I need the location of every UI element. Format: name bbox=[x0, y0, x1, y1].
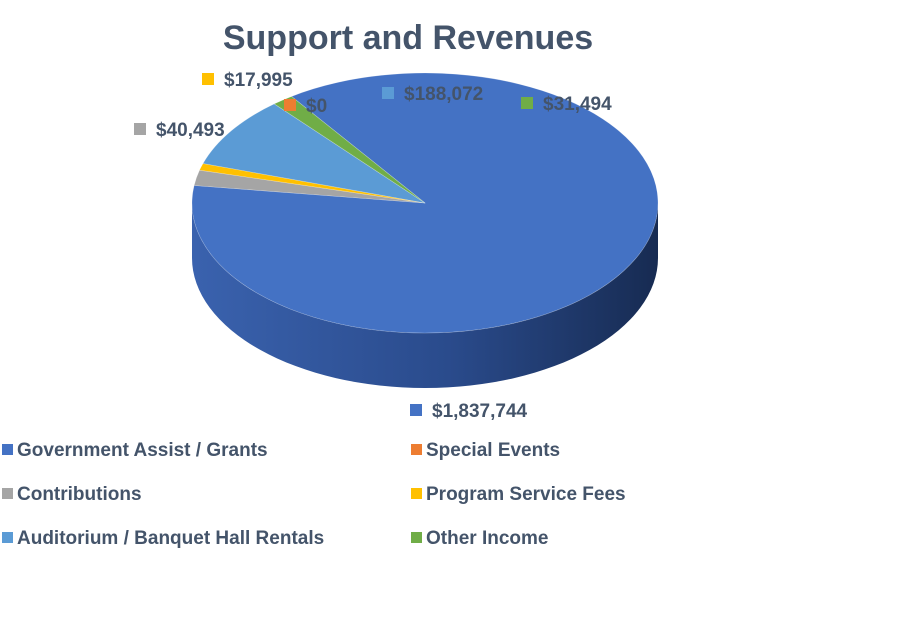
legend-swatch-program-service-fees bbox=[411, 488, 422, 499]
data-label-marker-special-events bbox=[284, 99, 296, 111]
legend-item-government-assist-grants: Government Assist / Grants bbox=[17, 440, 268, 461]
data-label-special-events: $0 bbox=[306, 96, 327, 117]
data-label-marker-government-assist-grants bbox=[410, 404, 422, 416]
data-labels: $1,837,744 $0 $40,493 $17,995 $188,072 $31,49… bbox=[134, 70, 612, 422]
chart-title: Support and Revenues bbox=[223, 19, 593, 57]
legend: Government Assist / Grants Special Events… bbox=[2, 440, 626, 549]
data-label-marker-auditorium-banquet-hall-rentals bbox=[382, 87, 394, 99]
data-label-marker-program-service-fees bbox=[202, 73, 214, 85]
data-label-marker-contributions bbox=[134, 123, 146, 135]
pie-slice-program-service-fees bbox=[199, 163, 426, 204]
data-label-government-assist-grants: $1,837,744 bbox=[432, 401, 528, 422]
legend-item-contributions: Contributions bbox=[17, 484, 142, 505]
legend-item-special-events: Special Events bbox=[426, 440, 560, 461]
legend-item-other-income: Other Income bbox=[426, 528, 548, 549]
legend-item-program-service-fees: Program Service Fees bbox=[426, 484, 626, 505]
pie-slice-auditorium-banquet-hall-rentals bbox=[202, 103, 426, 204]
pie-slice-other-income bbox=[273, 96, 426, 204]
data-label-auditorium-banquet-hall-rentals: $188,072 bbox=[404, 84, 483, 105]
legend-swatch-auditorium-banquet-hall-rentals bbox=[2, 532, 13, 543]
pie-top bbox=[191, 72, 659, 334]
legend-swatch-government-assist-grants bbox=[2, 444, 13, 455]
data-label-marker-other-income bbox=[521, 97, 533, 109]
pie-side-wall bbox=[192, 203, 658, 388]
pie-slice-government-assist-grants bbox=[191, 72, 659, 334]
pie-side bbox=[192, 203, 658, 388]
legend-swatch-contributions bbox=[2, 488, 13, 499]
data-label-program-service-fees: $17,995 bbox=[224, 70, 293, 91]
data-label-other-income: $31,494 bbox=[543, 94, 612, 115]
pie-slice-contributions bbox=[193, 169, 426, 204]
data-label-contributions: $40,493 bbox=[156, 120, 225, 141]
legend-swatch-other-income bbox=[411, 532, 422, 543]
legend-swatch-special-events bbox=[411, 444, 422, 455]
legend-item-auditorium-banquet-hall-rentals: Auditorium / Banquet Hall Rentals bbox=[17, 528, 324, 549]
